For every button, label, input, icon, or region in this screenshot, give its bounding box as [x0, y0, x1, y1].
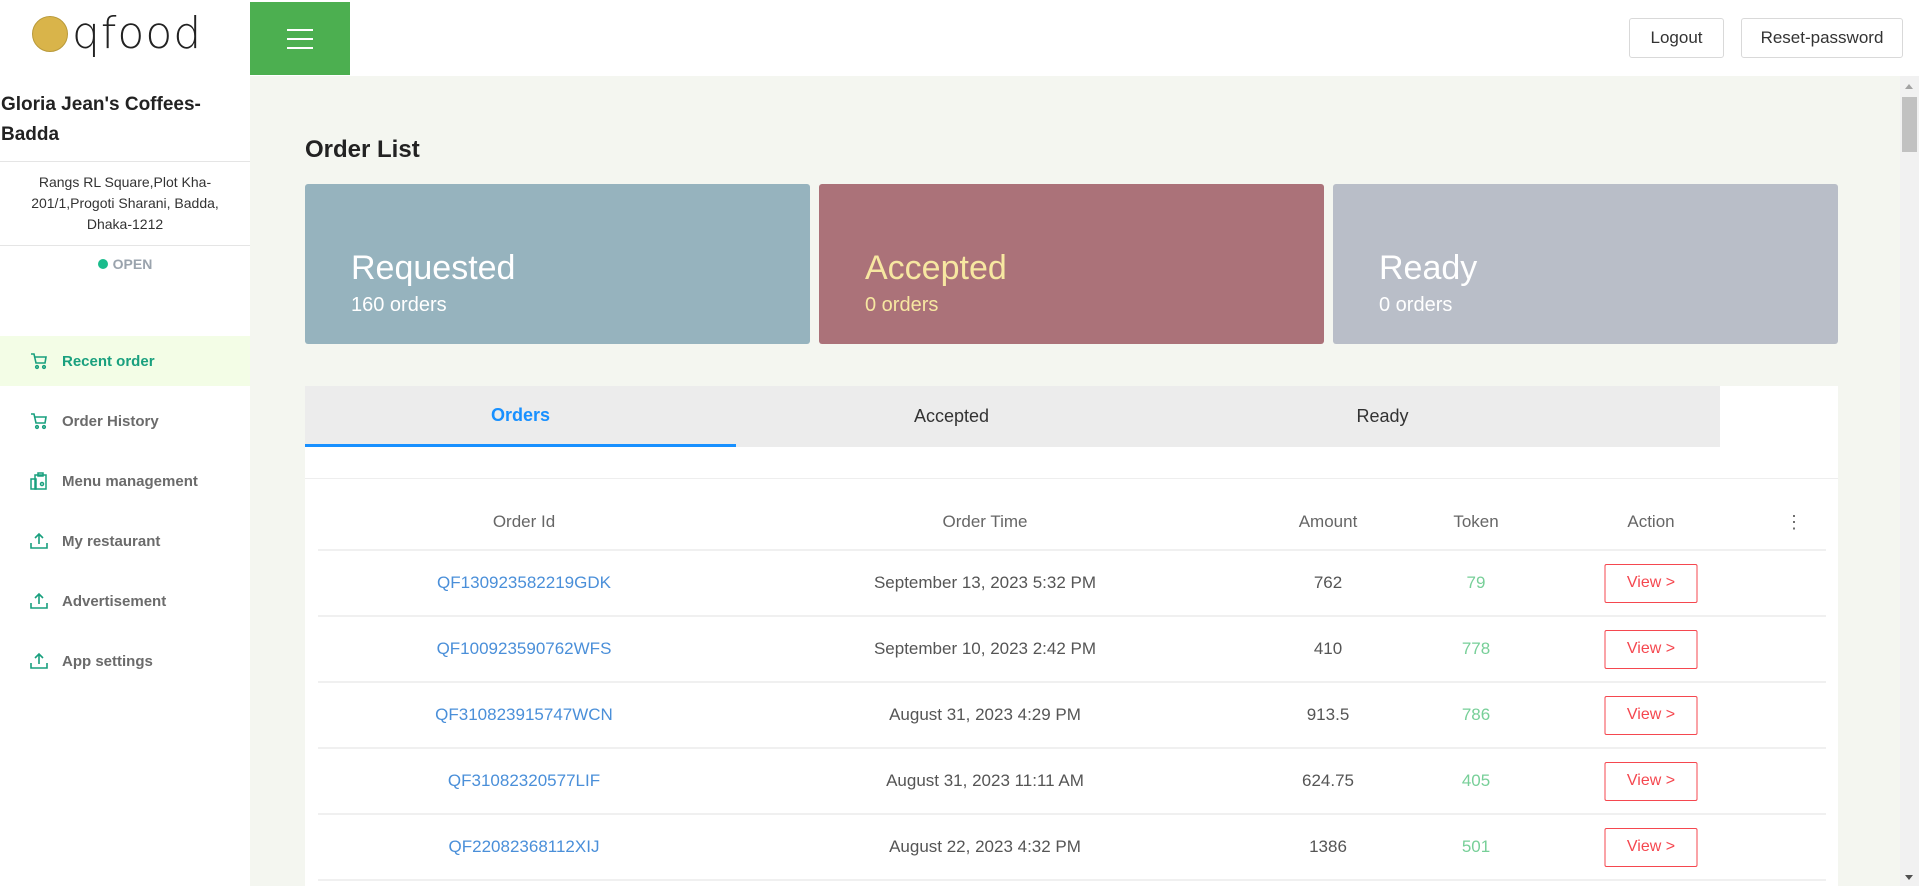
scroll-up-icon[interactable]	[1905, 84, 1913, 89]
order-id-link[interactable]: QF130923582219GDK	[437, 573, 611, 592]
hamburger-menu-button[interactable]	[250, 2, 350, 75]
view-order-button[interactable]: View >	[1604, 629, 1698, 669]
card-count: 160 orders	[351, 294, 447, 316]
order-id-link[interactable]: QF31082320577LIF	[447, 771, 601, 790]
order-time: August 22, 2023 4:32 PM	[889, 837, 1081, 856]
column-header: Order Id	[492, 512, 556, 531]
card-title: Accepted	[865, 249, 1007, 287]
upload-icon	[30, 652, 48, 670]
order-time: September 10, 2023 2:42 PM	[873, 639, 1097, 658]
qfood-logo[interactable]: qfood	[32, 12, 202, 56]
tab-orders[interactable]: Orders	[305, 386, 736, 447]
sidebar-item-app-settings[interactable]: App settings	[0, 636, 250, 686]
action-cell: View >	[1604, 749, 1698, 813]
order-token: 405	[1461, 771, 1491, 790]
order-amount: 913.5	[1306, 705, 1350, 724]
sidebar-item-menu-management[interactable]: Menu management	[0, 456, 250, 506]
view-order-button[interactable]: View >	[1604, 695, 1698, 735]
sidebar-menu: Recent order Order History Menu management…	[0, 336, 250, 696]
order-token: 778	[1461, 639, 1491, 658]
order-token: 501	[1461, 837, 1491, 856]
upload-icon	[30, 592, 48, 610]
tab-ready[interactable]: Ready	[1356, 406, 1409, 426]
order-token: 79	[1466, 573, 1486, 592]
logout-button[interactable]: Logout	[1629, 18, 1724, 58]
card-accepted[interactable]: Accepted 0 orders	[819, 184, 1324, 344]
action-cell: View >	[1604, 815, 1698, 879]
table-row: QF100923590762WFS September 10, 2023 2:42…	[318, 617, 1826, 683]
card-count: 0 orders	[1379, 294, 1453, 316]
view-order-button[interactable]: View >	[1604, 827, 1698, 867]
table-row: QF130923582219GDK September 13, 2023 5:32…	[318, 551, 1826, 617]
column-header: Action	[1627, 512, 1675, 531]
order-amount: 1386	[1309, 837, 1347, 856]
view-order-button[interactable]: View >	[1604, 563, 1698, 603]
page-title: Order List	[305, 136, 420, 163]
sidebar-item-advertisement[interactable]: Advertisement	[0, 576, 250, 626]
divider	[305, 478, 1838, 479]
action-cell: View >	[1604, 617, 1698, 681]
order-amount: 410	[1313, 639, 1343, 658]
column-header: Amount	[1298, 512, 1358, 531]
more-options-icon[interactable]: ⋮	[1785, 512, 1803, 532]
scroll-down-icon[interactable]	[1905, 875, 1913, 880]
card-ready[interactable]: Ready 0 orders	[1333, 184, 1838, 344]
restaurant-address: Rangs RL Square,Plot Kha-201/1,Progoti S…	[0, 162, 250, 246]
order-time: September 13, 2023 5:32 PM	[873, 573, 1097, 592]
cart-icon	[30, 352, 48, 370]
cart-icon	[30, 412, 48, 430]
scrollbar[interactable]	[1900, 76, 1919, 886]
status-badge: OPEN	[0, 256, 250, 272]
logo-text: qfood	[72, 8, 203, 59]
order-id-link[interactable]: QF22082368112XIJ	[448, 837, 600, 856]
sidebar-item-label: Advertisement	[62, 592, 167, 610]
restaurant-name: Gloria Jean's Coffees-Badda	[0, 76, 250, 162]
card-title: Requested	[351, 249, 516, 287]
action-cell: View >	[1604, 683, 1698, 747]
tab-accepted[interactable]: Accepted	[913, 406, 990, 426]
order-id-link[interactable]: QF310823915747WCN	[435, 705, 613, 724]
card-requested[interactable]: Requested 160 orders	[305, 184, 810, 344]
column-header: Token	[1453, 512, 1499, 531]
clipboard-icon	[30, 472, 48, 490]
order-amount: 762	[1313, 573, 1343, 592]
table-row: QF310823915747WCN August 31, 2023 4:29 PM…	[318, 683, 1826, 749]
card-title: Ready	[1379, 249, 1478, 287]
action-cell: View >	[1604, 551, 1698, 615]
order-amount: 624.75	[1302, 771, 1354, 790]
status-text: OPEN	[112, 256, 153, 272]
column-header: Order Time	[942, 512, 1028, 531]
upload-icon	[30, 532, 48, 550]
tab-bar: Orders Accepted Ready	[305, 386, 1720, 447]
sidebar-item-label: Menu management	[62, 472, 198, 490]
table-row: QF22082368112XIJ August 22, 2023 4:32 PM 1…	[318, 815, 1826, 881]
top-header: qfood Logout Reset-password	[0, 0, 1919, 76]
orders-panel: Orders Accepted Ready Order Id Order Time Am…	[305, 386, 1838, 886]
order-time: August 31, 2023 4:29 PM	[889, 705, 1081, 724]
scroll-thumb[interactable]	[1902, 97, 1917, 152]
table-row: QF31082320577LIF August 31, 2023 11:11 AM…	[318, 749, 1826, 815]
sidebar-item-label: Order History	[62, 412, 159, 430]
orders-table: Order Id Order Time Amount Token Action ⋮ QF13…	[318, 506, 1826, 881]
table-header-row: Order Id Order Time Amount Token Action ⋮	[318, 506, 1826, 551]
view-order-button[interactable]: View >	[1604, 761, 1698, 801]
card-count: 0 orders	[865, 294, 939, 316]
sidebar-item-recent-order[interactable]: Recent order	[0, 336, 250, 386]
status-dot-icon	[97, 259, 108, 269]
order-time: August 31, 2023 11:11 AM	[886, 771, 1084, 790]
logo-fish-icon	[32, 16, 68, 52]
sidebar: Gloria Jean's Coffees-Badda Rangs RL Squ…	[0, 76, 250, 886]
sidebar-item-order-history[interactable]: Order History	[0, 396, 250, 446]
sidebar-item-label: My restaurant	[62, 532, 161, 550]
order-id-link[interactable]: QF100923590762WFS	[436, 639, 612, 658]
sidebar-item-label: Recent order	[62, 352, 155, 370]
order-token: 786	[1461, 705, 1491, 724]
reset-password-button[interactable]: Reset-password	[1741, 18, 1903, 58]
sidebar-item-my-restaurant[interactable]: My restaurant	[0, 516, 250, 566]
sidebar-item-label: App settings	[62, 652, 153, 670]
